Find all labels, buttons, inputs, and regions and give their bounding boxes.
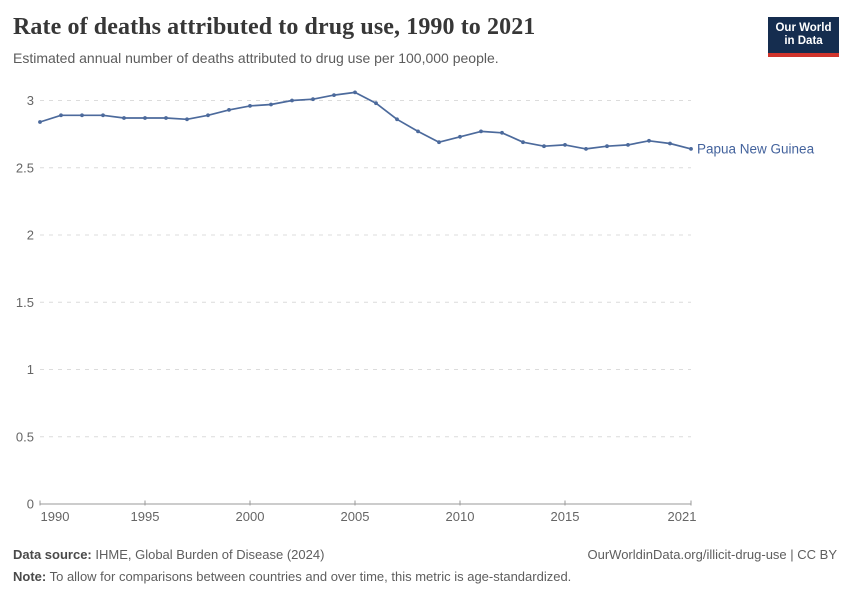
y-tick-label: 2 [27,228,34,243]
x-axis: 1990 1995 2000 2005 2010 2015 2021 [39,500,697,524]
x-tick-label: 1995 [131,509,160,524]
data-point [227,108,231,112]
data-point [647,138,651,143]
data-point [122,116,126,120]
note-label: Note: [13,569,47,584]
data-point [311,97,315,102]
data-point [437,140,441,145]
data-point [185,117,189,122]
x-tick-label: 2005 [341,509,370,524]
data-point [332,93,336,97]
data-source-label: Data source: [13,547,92,562]
data-point [563,143,567,147]
y-tick-label: 1.5 [16,295,34,310]
data-source: Data source: IHME, Global Burden of Dise… [13,547,324,563]
data-point [290,98,294,103]
data-point [395,117,399,122]
data-point [248,104,252,108]
data-point [521,140,525,145]
data-point [59,113,63,118]
owid-logo[interactable]: Our World in Data [768,17,839,57]
data-source-text: IHME, Global Burden of Disease (2024) [91,547,325,562]
chart-title: Rate of deaths attributed to drug use, 1… [13,14,536,40]
data-point [500,130,504,135]
data-point [80,113,84,118]
x-tick-label: 2000 [236,509,265,524]
data-point [479,129,483,134]
data-point [143,116,147,120]
data-point [374,101,378,106]
chart-note: Note: To allow for comparisons between c… [13,569,837,585]
x-tick-label: 1990 [41,509,70,524]
data-point [269,102,273,107]
chart-footer: Data source: IHME, Global Burden of Dise… [13,547,837,585]
data-point [605,144,609,149]
series-label: Papua New Guinea [697,141,815,156]
y-tick-label: 3 [27,93,34,108]
y-tick-label: 1 [27,362,34,377]
data-point [38,120,42,124]
data-point [353,90,357,95]
line-chart: 0 0.5 1 1.5 2 2.5 3 1990 1995 2000 2005 2010 2015 202… [16,90,815,524]
y-tick-label: 2.5 [16,160,34,175]
x-tick-label: 2010 [446,509,475,524]
data-point [164,116,168,120]
chart-subtitle: Estimated annual number of deaths attrib… [13,50,499,66]
y-gridlines: 0 0.5 1 1.5 2 2.5 3 [16,93,691,512]
owid-logo-line2: in Data [784,35,823,47]
data-point [542,144,546,149]
owid-logo-line1: Our World [775,22,832,34]
data-point [416,129,420,134]
data-point [626,143,630,147]
data-point [668,141,672,146]
series-line [39,91,692,150]
data-point [101,113,105,118]
x-tick-label: 2021 [668,509,697,524]
note-text: To allow for comparisons between countri… [46,569,572,584]
data-point [584,147,588,151]
y-tick-label: 0 [27,497,34,512]
x-tick-label: 2015 [551,509,580,524]
data-point [458,134,462,139]
data-point [689,147,693,151]
y-tick-label: 0.5 [16,429,34,444]
series-points [38,90,693,151]
citation-url[interactable]: OurWorldinData.org/illicit-drug-use | CC… [587,547,838,562]
data-point [206,113,210,118]
